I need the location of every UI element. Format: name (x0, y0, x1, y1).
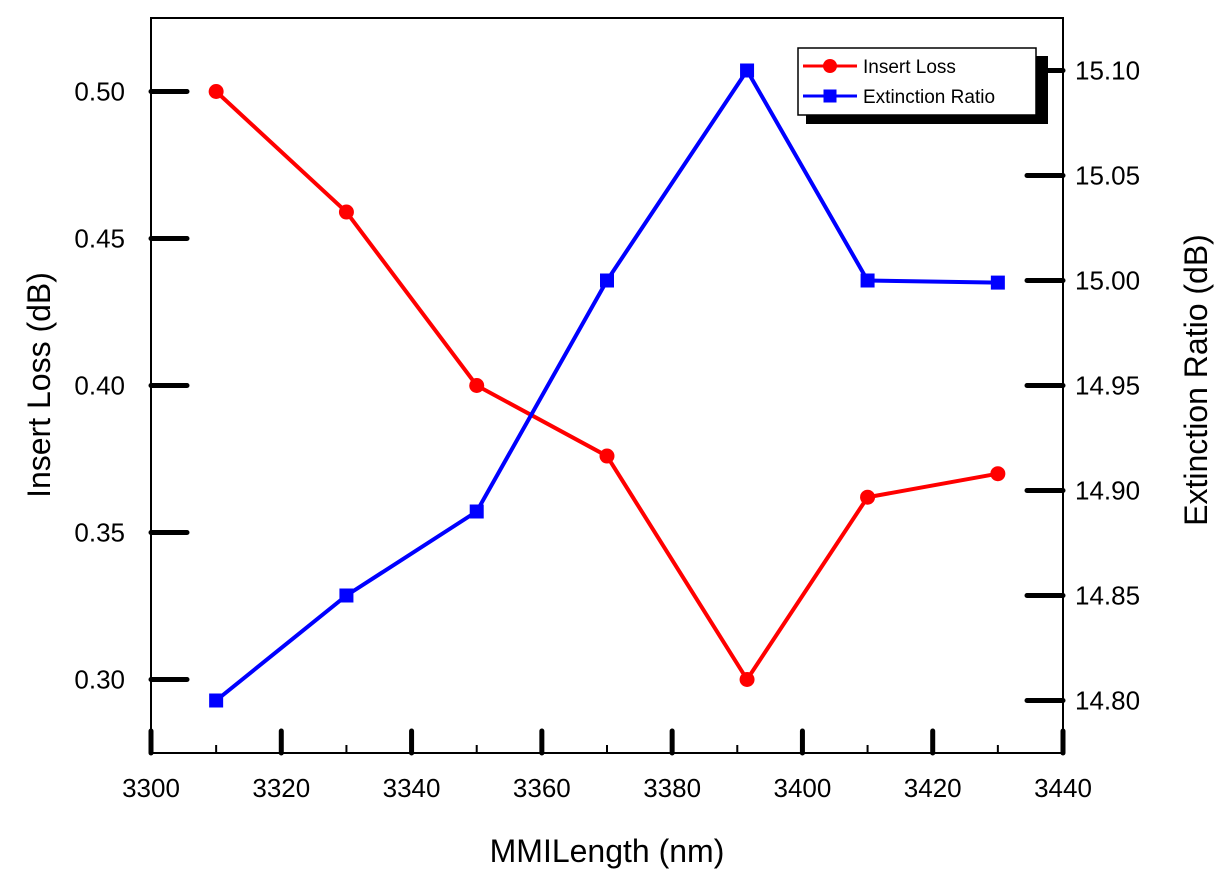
data-point-extinction-ratio (990, 275, 1005, 290)
legend: Insert Loss Extinction Ratio (797, 47, 1048, 124)
y-axis-right: 14.80 14.85 14.90 14.95 15.00 15.05 15.10 (1024, 56, 1140, 716)
x-tick-label: 3400 (774, 773, 832, 803)
data-point-insert-loss (599, 448, 615, 464)
y-right-tick-label: 14.95 (1075, 371, 1140, 401)
legend-box (797, 47, 1037, 116)
x-tick-label: 3420 (904, 773, 962, 803)
y-right-tick-label: 15.05 (1075, 161, 1140, 191)
y-left-tick-label: 0.50 (74, 77, 125, 107)
y-right-tick-label: 14.90 (1075, 476, 1140, 506)
series-line-extinction-ratio (214, 68, 998, 703)
x-tick-label: 3380 (643, 773, 701, 803)
x-tick-label: 3320 (252, 773, 310, 803)
data-point-insert-loss (208, 84, 224, 99)
legend-marker-extinction-ratio (823, 89, 837, 103)
data-point-extinction-ratio (339, 588, 354, 603)
y-axis-left-title: Insert Loss (dB) (21, 272, 57, 498)
data-point-insert-loss (860, 489, 876, 505)
y-right-tick-label: 15.10 (1075, 56, 1140, 86)
data-point-insert-loss (739, 672, 755, 687)
y-left-tick-label: 0.30 (74, 665, 125, 695)
legend-label-insert-loss: Insert Loss (863, 57, 956, 78)
x-tick-label: 3340 (383, 773, 441, 803)
x-tick-label: 3360 (513, 773, 571, 803)
legend-label-extinction-ratio: Extinction Ratio (863, 87, 995, 108)
y-right-tick-label: 14.80 (1075, 686, 1140, 716)
data-point-extinction-ratio (740, 63, 755, 78)
y-axis-right-title: Extinction Ratio (dB) (1178, 234, 1214, 526)
data-point-extinction-ratio (469, 504, 484, 519)
y-axis-left: 0.30 0.35 0.40 0.45 0.50 (74, 77, 190, 695)
data-point-extinction-ratio (209, 693, 224, 708)
y-left-tick-label: 0.40 (74, 371, 125, 401)
x-tick-label: 3300 (122, 773, 180, 803)
x-tick-label: 3440 (1034, 773, 1092, 803)
data-point-insert-loss (990, 466, 1006, 482)
y-right-tick-label: 15.00 (1075, 266, 1140, 296)
y-left-tick-label: 0.35 (74, 518, 125, 548)
data-point-insert-loss (469, 378, 485, 393)
data-point-extinction-ratio (860, 273, 875, 288)
x-axis-title: MMILength (nm) (490, 833, 725, 869)
y-right-tick-label: 14.85 (1075, 581, 1140, 611)
series-layer (208, 63, 1006, 708)
data-point-extinction-ratio (600, 273, 614, 288)
legend-marker-insert-loss (823, 59, 837, 73)
y-left-tick-label: 0.45 (74, 224, 125, 254)
series-line-insert-loss (214, 90, 999, 682)
x-axis: 3300 3320 3340 3360 3380 3400 3420 3440 (122, 728, 1092, 803)
data-point-insert-loss (338, 204, 354, 220)
